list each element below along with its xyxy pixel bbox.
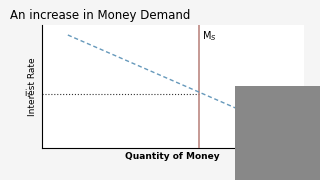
Text: An increase in Money Demand: An increase in Money Demand [10, 9, 190, 22]
Text: M$_S$: M$_S$ [202, 29, 216, 43]
Text: M$_{D1}$: M$_{D1}$ [282, 119, 299, 132]
Y-axis label: Interest Rate: Interest Rate [28, 57, 37, 116]
Text: i$_1$: i$_1$ [24, 87, 31, 100]
X-axis label: Quantity of Money: Quantity of Money [125, 152, 220, 161]
